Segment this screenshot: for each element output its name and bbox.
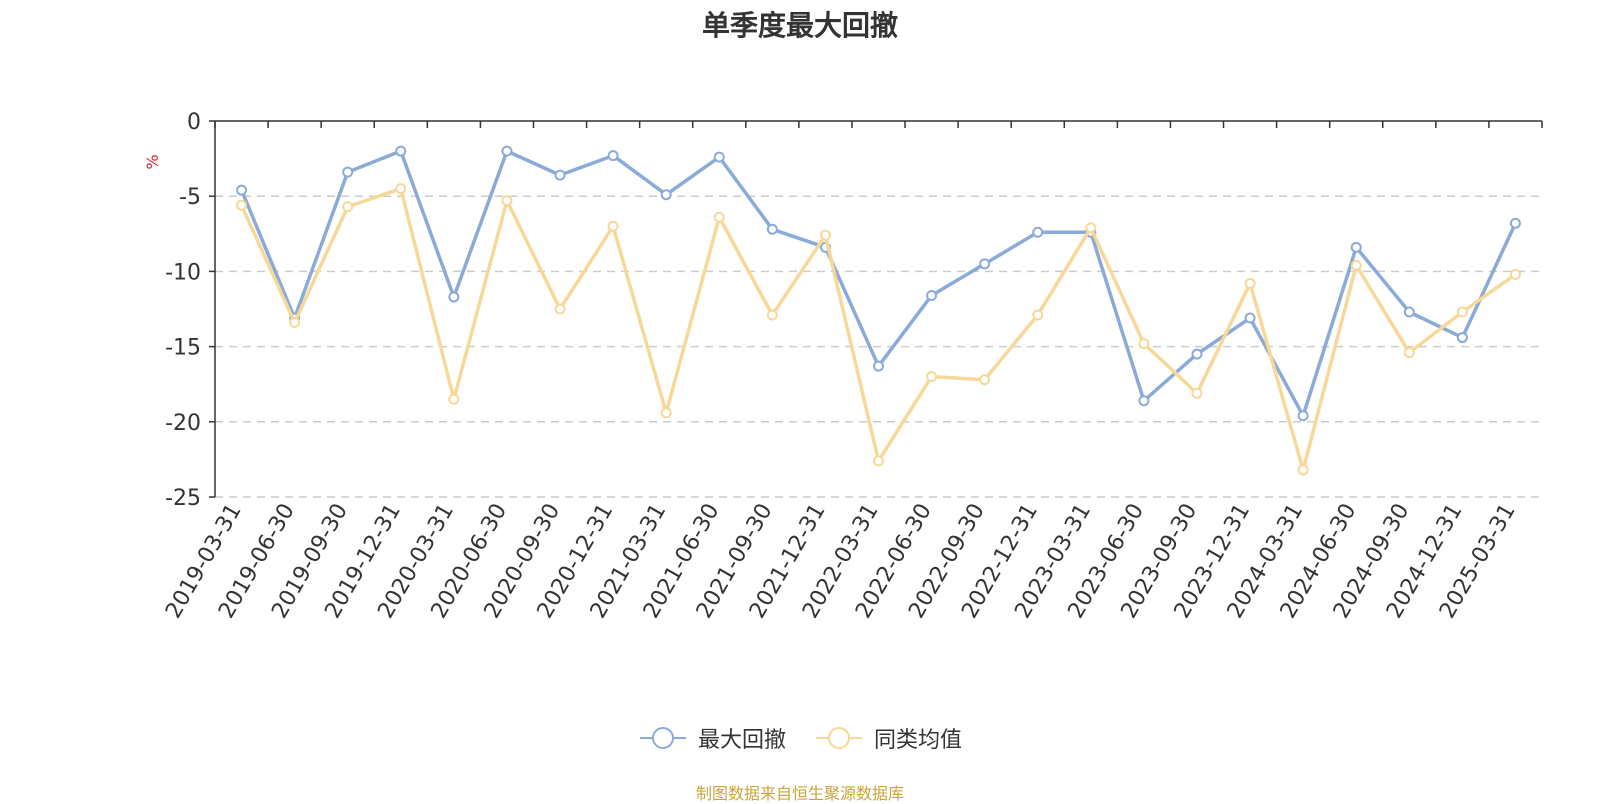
series-line-1 (239, 149, 1518, 418)
y-tick-label: -15 (165, 336, 201, 361)
series-point-2 (342, 201, 354, 213)
series-point-1 (979, 258, 991, 270)
series-point-2 (1509, 268, 1521, 280)
series-point-2 (554, 303, 566, 315)
series-point-1 (1403, 306, 1415, 318)
series-point-2 (713, 211, 725, 223)
series-point-2 (448, 393, 460, 405)
footer-source: 制图数据来自恒生聚源数据库 (695, 784, 904, 803)
legend-circle (828, 727, 850, 749)
legend: 最大回撤 同类均值 (0, 722, 1600, 754)
series-point-1 (926, 289, 938, 301)
y-tick-label: -20 (165, 411, 201, 436)
series-point-2 (766, 309, 778, 321)
y-tick-label: 0 (187, 110, 201, 135)
series-point-2 (873, 455, 884, 467)
y-axis-label: % (143, 154, 162, 169)
series-point-1 (713, 151, 725, 163)
series-point-2 (289, 317, 301, 329)
legend-item-2[interactable]: 同类均值 (814, 722, 962, 754)
series-point-1 (448, 291, 460, 303)
legend-label: 最大回撤 (697, 728, 786, 753)
series-point-2 (1085, 222, 1097, 234)
series-point-1 (1138, 395, 1150, 407)
series-point-2 (1244, 277, 1256, 289)
series-point-1 (607, 150, 619, 162)
series-point-2 (926, 371, 938, 383)
y-tick-label: -25 (165, 486, 201, 511)
y-tick-label: -10 (165, 260, 201, 285)
series-point-1 (1191, 348, 1203, 360)
series-point-1 (1350, 241, 1362, 253)
series-point-2 (1297, 464, 1309, 476)
series-point-2 (1350, 259, 1362, 271)
legend-label: 同类均值 (874, 728, 963, 753)
series-point-1 (236, 184, 248, 196)
series-point-2 (819, 229, 831, 241)
series-point-2 (607, 220, 619, 232)
legend-marker-icon (639, 727, 686, 749)
series-point-2 (1138, 338, 1150, 350)
legend-marker-icon (816, 727, 862, 749)
series-point-2 (979, 374, 991, 386)
series-point-2 (1456, 306, 1468, 318)
series-line-2 (239, 186, 1517, 472)
series-point-1 (342, 166, 354, 178)
line-chart: 0-5-10-15-20-25%2019-03-312019-06-302019… (143, 110, 1543, 623)
legend-item-1[interactable]: 最大回撤 (638, 722, 786, 754)
series-point-1 (660, 189, 672, 201)
series-point-1 (1244, 312, 1256, 324)
series-point-1 (766, 223, 778, 235)
series-point-1 (1509, 217, 1521, 229)
chart-title: 单季度最大回撤 (701, 9, 898, 42)
series-point-1 (395, 145, 407, 157)
series-point-2 (660, 407, 672, 419)
series-point-1 (873, 360, 884, 372)
series-point-2 (236, 199, 248, 211)
series-point-1 (1297, 410, 1309, 422)
series-point-2 (1032, 309, 1044, 321)
series-point-1 (501, 145, 513, 157)
series-point-2 (1191, 387, 1203, 399)
series-point-1 (1456, 332, 1468, 344)
series-point-1 (1032, 226, 1044, 238)
series-point-2 (1403, 347, 1415, 359)
series-point-2 (395, 183, 407, 195)
series-point-2 (501, 195, 513, 207)
series-point-1 (554, 169, 566, 181)
y-tick-label: -5 (179, 185, 201, 210)
legend-circle (651, 727, 674, 749)
